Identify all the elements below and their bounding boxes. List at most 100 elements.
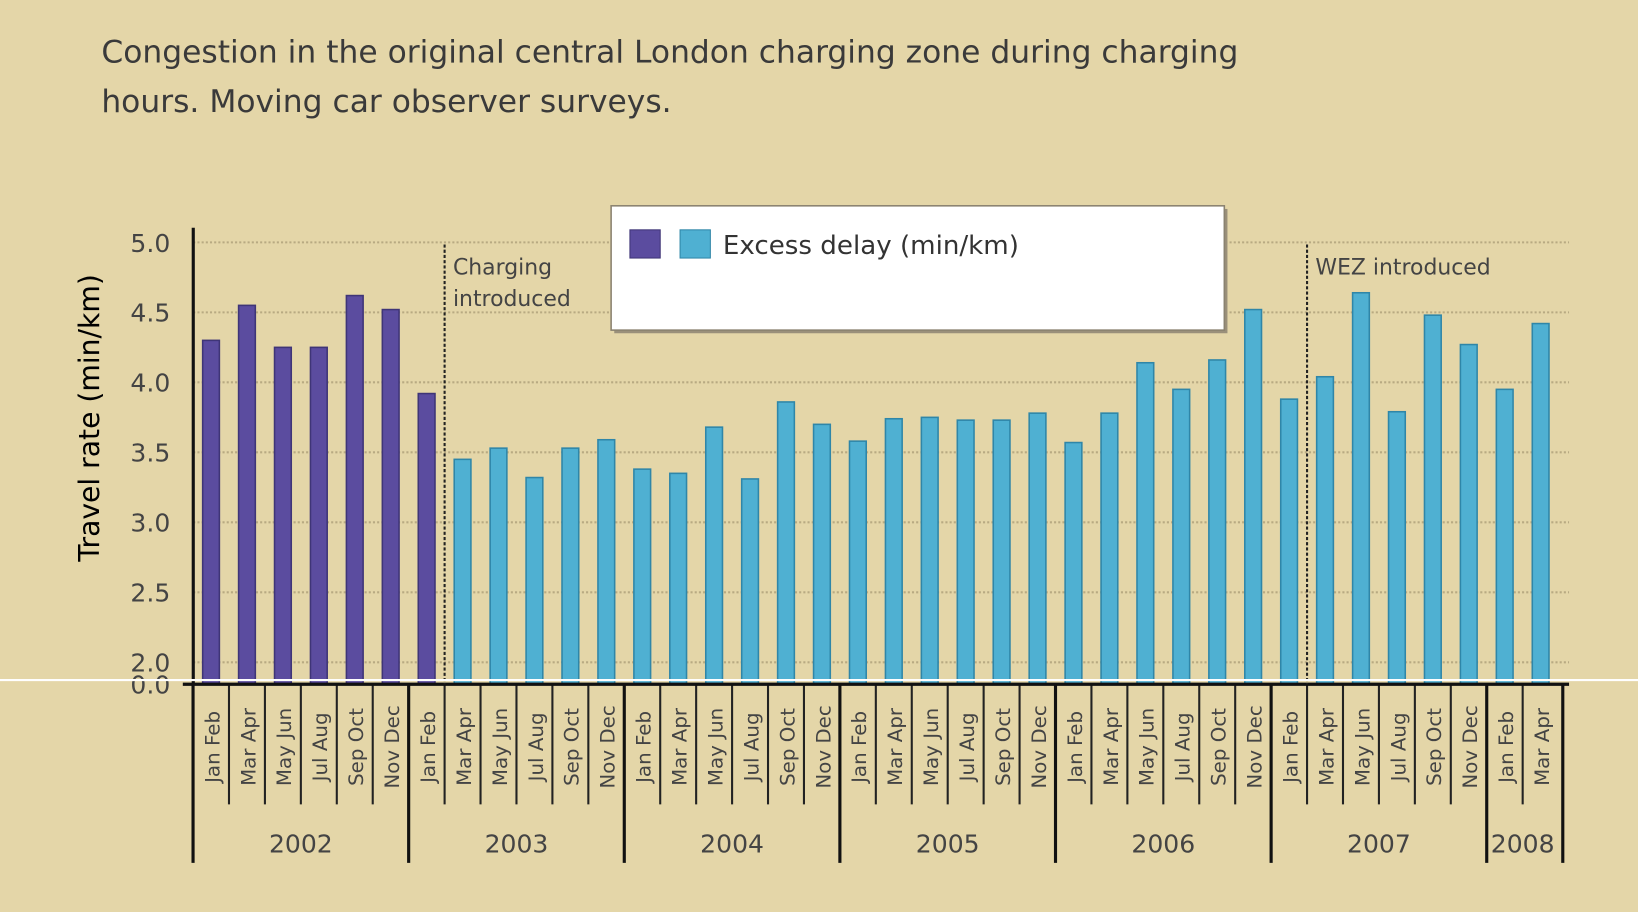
x-tick-label: May Jun [920,708,943,786]
y-tick-label: 2.0 [130,649,170,678]
x-tick-label: Jul Aug [740,712,763,783]
annotation-text: WEZ introduced [1315,256,1490,281]
x-tick-label: Sep Oct [776,708,799,786]
x-tick-label: Mar Apr [669,707,692,786]
x-tick-label: Jul Aug [1172,712,1195,783]
y-tick-label: 3.0 [130,509,170,538]
x-tick-label: Nov Dec [597,705,620,788]
bar [740,478,760,686]
x-tick-label: Mar Apr [453,707,476,786]
bar [1531,322,1550,686]
year-label: 2003 [485,829,549,858]
y-tick-label: 5.0 [130,229,170,258]
gridlines [193,241,1570,664]
x-tick-label: May Jun [704,708,727,786]
bar [1423,314,1442,686]
bar [345,294,364,686]
x-tick-label: Nov Dec [812,705,835,788]
x-tick-label: Jul Aug [525,712,548,783]
bar [489,447,508,686]
x-tick-label: Jan Feb [1495,711,1518,785]
bar [1172,388,1191,686]
bar [201,339,221,686]
bar [992,419,1011,686]
axes: 5.0 4.5 4.0 3.5 3.0 2.5 2.00.0 Jan Feb Mar Apr Ma… [130,227,1570,863]
bar [1208,359,1227,686]
x-tick-label: Jan Feb [1064,711,1087,785]
x-tick-label: Jan Feb [633,711,656,785]
annotations: Charging introduced WEZ introduced [443,244,1491,685]
bar [776,401,796,686]
bar [237,304,257,686]
x-tick-label: May Jun [273,708,296,786]
bar [417,392,436,686]
x-tick-label: Mar Apr [1100,707,1123,786]
x-tick-label: May Jun [1136,708,1159,786]
bar [812,423,832,686]
bar [1459,343,1478,686]
x-tick-label: Mar Apr [1315,707,1338,786]
bar [920,416,939,686]
bar [1064,441,1083,686]
y-tick-label: 4.0 [130,369,170,398]
bar [1028,412,1047,686]
x-tick-label: Sep Oct [561,708,584,786]
x-tick-label: Sep Oct [992,708,1015,786]
bar [848,440,868,686]
bar [884,417,903,686]
y-tick-label: 3.5 [130,439,170,468]
x-tick-label: Nov Dec [1028,705,1051,788]
bar [669,472,688,686]
bar [1244,308,1263,686]
bar [633,468,652,686]
bar [956,419,975,686]
annotation-text: Charging [453,256,552,281]
year-label: 2004 [700,829,764,858]
bar [597,438,616,686]
x-tick-label: Jul Aug [956,712,979,783]
x-tick-label: Mar Apr [884,707,907,786]
chart-title-line-2: hours. Moving car observer surveys. [101,84,671,120]
x-tick-label: Jul Aug [309,712,332,783]
legend-box [610,205,1226,331]
bar [309,346,328,686]
bar [1315,375,1335,686]
bar [704,426,724,686]
y-tick-label: 2.5 [130,579,170,608]
year-label: 2002 [269,829,333,858]
x-tick-label: Jan Feb [848,711,871,785]
x-tick-label: Jul Aug [1387,712,1410,783]
legend-label: Excess delay (min/km) [723,231,1019,261]
legend: Excess delay (min/km) [610,205,1228,334]
bar [525,476,544,686]
x-tick-label: Nov Dec [1459,705,1482,788]
x-tick-label: Jan Feb [1279,711,1302,785]
bar [453,458,472,686]
year-label: 2005 [916,829,980,858]
bar [1495,388,1514,686]
x-tick-label: Nov Dec [1244,705,1267,788]
bar [1136,361,1155,686]
bar [273,346,293,686]
year-label: 2008 [1491,829,1555,858]
x-tick-label: Mar Apr [1531,707,1554,786]
x-tick-label: Jan Feb [417,711,440,785]
x-tick-label: Jan Feb [201,711,224,785]
bar [1100,412,1119,686]
legend-swatch-purple [629,229,661,259]
bar [1387,410,1407,686]
x-tick-label: Sep Oct [345,708,368,786]
bar [1279,398,1299,686]
annotation-text: introduced [453,287,571,312]
bar [1351,291,1371,686]
x-tick-label: Sep Oct [1208,708,1231,786]
y-axis-label: Travel rate (min/km) [73,274,106,562]
bar [381,308,400,686]
chart-title-line-1: Congestion in the original central Londo… [101,35,1238,71]
year-label: 2006 [1131,829,1195,858]
y-tick-label: 4.5 [130,299,170,328]
x-tick-label: May Jun [489,708,512,786]
x-tick-label: Mar Apr [237,707,260,786]
x-tick-label: Sep Oct [1423,708,1446,786]
